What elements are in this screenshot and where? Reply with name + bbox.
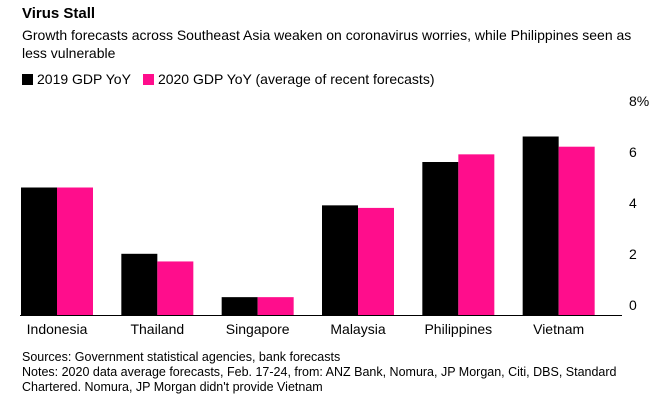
chart-footer: Sources: Government statistical agencies… (22, 350, 652, 395)
bar-malaysia-2019 (322, 205, 358, 315)
y-tick-label: 4 (629, 195, 637, 211)
chart-subtitle: Growth forecasts across Southeast Asia w… (22, 27, 632, 61)
y-tick-label: 8% (629, 93, 649, 109)
bar-indonesia-2019 (21, 187, 57, 315)
y-tick-label: 0 (629, 297, 637, 313)
legend-item-2019: 2019 GDP YoY (22, 71, 131, 87)
legend-label-2019: 2019 GDP YoY (37, 71, 131, 87)
bar-thailand-2020 (157, 261, 194, 315)
bar-indonesia-2020 (57, 187, 93, 315)
bar-singapore-2019 (221, 297, 258, 315)
sources-text: Sources: Government statistical agencies… (22, 350, 341, 364)
x-tick-label: Vietnam (533, 321, 584, 337)
x-tick-label: Indonesia (27, 321, 88, 337)
chart-title: Virus Stall (22, 5, 96, 22)
x-tick-label: Singapore (226, 321, 290, 337)
bar-philippines-2019 (422, 162, 459, 315)
bar-singapore-2020 (257, 297, 294, 315)
bar-philippines-2020 (458, 154, 495, 315)
legend-swatch-2020 (142, 73, 154, 85)
bar-thailand-2019 (121, 253, 158, 315)
bar-malaysia-2020 (358, 207, 394, 315)
x-tick-label: Philippines (424, 321, 492, 337)
legend: 2019 GDP YoY 2020 GDP YoY (average of re… (22, 71, 446, 87)
bar-vietnam-2019 (522, 136, 559, 315)
legend-swatch-2019 (22, 73, 33, 85)
y-tick-label: 2 (629, 246, 637, 262)
x-tick-label: Thailand (130, 321, 184, 337)
bar-vietnam-2020 (558, 146, 595, 315)
y-tick-label: 6 (629, 144, 637, 160)
notes-text: Notes: 2020 data average forecasts, Feb.… (22, 365, 617, 394)
legend-label-2020: 2020 GDP YoY (average of recent forecast… (157, 71, 435, 87)
legend-item-2020: 2020 GDP YoY (average of recent forecast… (142, 71, 435, 87)
x-tick-label: Malaysia (330, 321, 385, 337)
